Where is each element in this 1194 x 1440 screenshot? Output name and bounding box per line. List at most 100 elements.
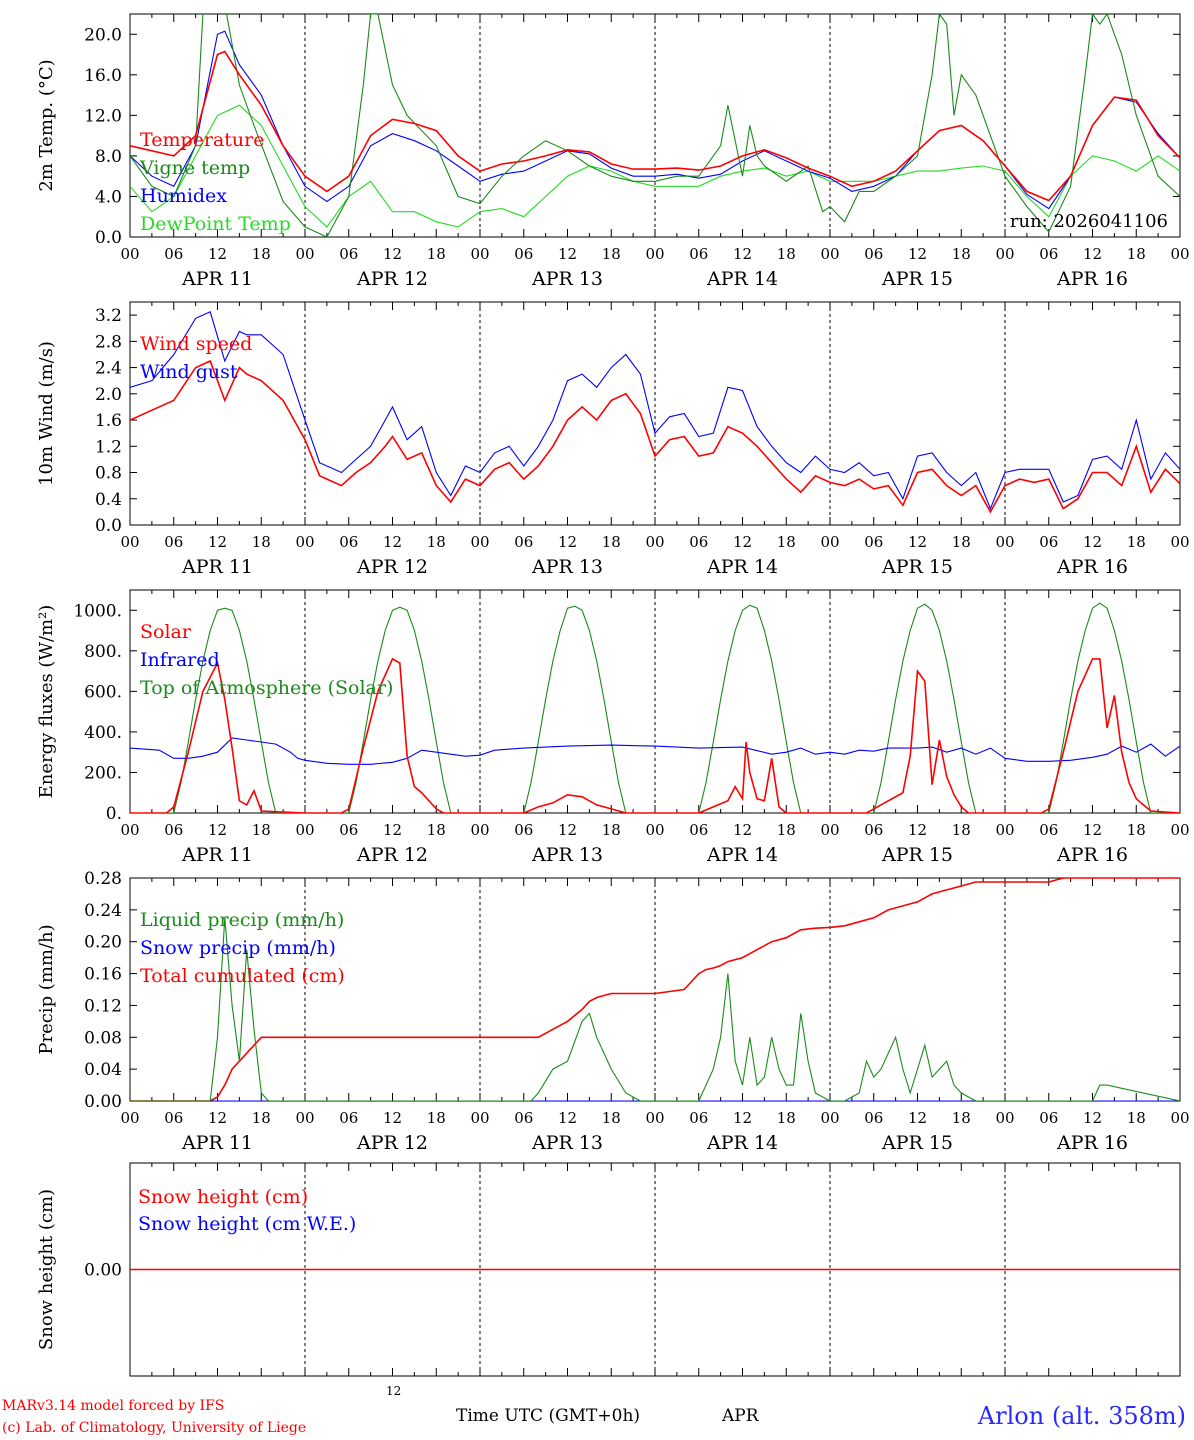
y-tick-label: 0.16 [84, 965, 122, 985]
x-tick-label: 12 [558, 1109, 577, 1127]
x-tick-label: 00 [120, 1109, 139, 1127]
x-tick-label: 00 [470, 821, 489, 839]
x-tick-label: 00 [645, 533, 664, 551]
day-label: APR 15 [881, 844, 953, 866]
x-tick-label: 06 [514, 821, 533, 839]
x-tick-label: 06 [1039, 1109, 1058, 1127]
x-tick-label: 00 [645, 821, 664, 839]
x-tick-label: 12 [1083, 533, 1102, 551]
x-tick-label: 12 [908, 1109, 927, 1127]
x-tick-label: 06 [514, 533, 533, 551]
x-tick-label: 12 [733, 533, 752, 551]
x-tick-label: 06 [689, 533, 708, 551]
x-tick-label: 06 [864, 1109, 883, 1127]
x-tick-label: 18 [777, 1109, 796, 1127]
day-label: APR 16 [1056, 1132, 1128, 1154]
y-tick-label: 800. [84, 642, 122, 662]
x-tick-label: 18 [1127, 245, 1146, 263]
x-tick-label: 18 [777, 533, 796, 551]
x-tick-label: 18 [1127, 821, 1146, 839]
x-tick-label: 06 [514, 1109, 533, 1127]
x-tick-label: 06 [864, 245, 883, 263]
x-tick-label: 12 [383, 821, 402, 839]
x-tick-label: 18 [952, 245, 971, 263]
x-tick-label: 06 [164, 1109, 183, 1127]
x-tick-label: 18 [252, 1109, 271, 1127]
x-tick-label: 18 [427, 533, 446, 551]
x-tick-label: 00 [470, 1109, 489, 1127]
x-tick-label: 18 [602, 245, 621, 263]
y-tick-label: 2.4 [95, 359, 122, 379]
run-annotation: run: 2026041106 [1010, 211, 1168, 232]
x-tick-label: 12 [383, 1109, 402, 1127]
day-label: APR 16 [1056, 556, 1128, 578]
y-tick-label: 0.00 [84, 1261, 122, 1281]
hour-marker: 12 [386, 1384, 402, 1398]
x-tick-label: 12 [1083, 245, 1102, 263]
time-axis-title: Time UTC (GMT+0h) [456, 1406, 641, 1426]
series-line-vigne-temp [130, 14, 1180, 237]
x-tick-label: 06 [339, 1109, 358, 1127]
x-tick-label: 00 [295, 1109, 314, 1127]
x-tick-label: 12 [908, 245, 927, 263]
x-tick-label: 00 [120, 821, 139, 839]
y-axis-label: Precip (mm/h) [36, 924, 57, 1054]
day-label: APR 16 [1056, 268, 1128, 290]
y-tick-label: 200. [84, 763, 122, 783]
panel-2-frame [129, 301, 1181, 526]
meteogram: 0.0 4.0 8.0 12.0 16.0 20.0 2m Temp. (°C) 00 06 12… [36, 13, 1190, 1377]
day-label: APR 16 [1056, 844, 1128, 866]
station-name: Arlon (alt. 358m) [977, 1402, 1186, 1430]
day-label: APR 12 [356, 268, 428, 290]
x-tick-label: 00 [1170, 1109, 1189, 1127]
y-tick-label: 0.4 [95, 490, 122, 510]
y-tick-label: 20.0 [84, 25, 122, 45]
x-tick-label: 18 [952, 533, 971, 551]
y-tick-label: 0.08 [84, 1028, 122, 1048]
x-tick-label: 18 [1127, 533, 1146, 551]
series-line-solar [130, 657, 1180, 813]
series-line-total-cumulated-cm- [130, 878, 1180, 1101]
x-tick-label: 00 [1170, 821, 1189, 839]
y-axis-label: 2m Temp. (°C) [36, 59, 57, 191]
y-tick-label: 600. [84, 682, 122, 702]
x-tick-label: 06 [339, 245, 358, 263]
y-tick-label: 16.0 [84, 66, 122, 86]
x-tick-label: 12 [383, 533, 402, 551]
x-tick-label: 12 [208, 1109, 227, 1127]
x-tick-label: 06 [864, 821, 883, 839]
legend-entry: Wind speed [140, 333, 252, 355]
y-tick-label: 0.20 [84, 933, 122, 953]
y-axis-label: Energy fluxes (W/m²) [36, 605, 57, 799]
x-tick-label: 00 [820, 1109, 839, 1127]
x-tick-label: 00 [645, 245, 664, 263]
x-tick-label: 06 [339, 821, 358, 839]
x-tick-label: 12 [908, 821, 927, 839]
x-tick-label: 06 [689, 1109, 708, 1127]
y-tick-label: 4.0 [95, 187, 122, 207]
day-label: APR 14 [706, 844, 778, 866]
x-tick-label: 06 [1039, 533, 1058, 551]
x-tick-label: 18 [952, 821, 971, 839]
day-label: APR 11 [181, 1132, 253, 1154]
x-tick-label: 06 [164, 245, 183, 263]
x-tick-label: 18 [602, 1109, 621, 1127]
x-tick-label: 18 [252, 821, 271, 839]
x-tick-label: 12 [1083, 1109, 1102, 1127]
legend-entry: Snow precip (mm/h) [140, 937, 336, 959]
series-line-wind-gust [130, 311, 1180, 511]
x-tick-label: 12 [208, 533, 227, 551]
legend-entry: Vigne temp [139, 157, 250, 179]
legend-entry: Snow height (cm W.E.) [138, 1213, 356, 1235]
legend-entry: Total cumulated (cm) [140, 965, 345, 987]
day-label: APR 11 [181, 844, 253, 866]
y-tick-label: 0.04 [84, 1060, 122, 1080]
legend-entry: DewPoint Temp [140, 213, 291, 235]
x-tick-label: 18 [602, 821, 621, 839]
y-tick-label: 400. [84, 723, 122, 743]
y-tick-label: 1000. [73, 601, 122, 621]
x-tick-label: 12 [558, 821, 577, 839]
day-label: APR 11 [181, 556, 253, 578]
x-tick-label: 18 [602, 533, 621, 551]
y-tick-label: 0.28 [84, 869, 122, 889]
